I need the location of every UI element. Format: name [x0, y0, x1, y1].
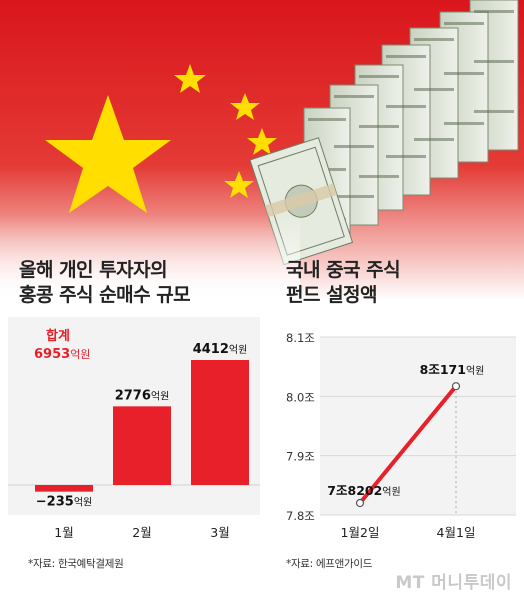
flag-small-star-icon: [174, 64, 206, 93]
flag-small-star-icon: [247, 128, 277, 155]
right-source-note: *자료: 에프앤가이드: [286, 558, 373, 570]
bar-total-value: 6953억원: [34, 347, 90, 362]
line-series: [358, 384, 458, 506]
line-point-2: [451, 382, 461, 391]
line-chart-background: [320, 337, 516, 515]
left-chart-title: 올해 개인 투자자의 홍콩 주식 순매수 규모: [19, 258, 191, 308]
bar-2: [113, 406, 171, 485]
bar-3: [191, 360, 249, 485]
right-title-line1: 국내 중국 주식: [286, 259, 401, 281]
line-ytick-label-2: 8.0조: [286, 390, 315, 404]
line-point-1: [355, 498, 365, 508]
brand-logo: MT 머니투데이: [395, 573, 512, 593]
right-chart-title: 국내 중국 주식 펀드 설정액: [286, 258, 401, 308]
bar-category-label-2: 2월: [132, 525, 151, 540]
line-ytick-label-1: 8.1조: [286, 331, 315, 345]
bar-total-label: 합계: [46, 328, 70, 344]
line-ytick-label-3: 7.9조: [286, 450, 315, 464]
flag-small-star-icon: [230, 93, 260, 120]
money-stacks: [249, 0, 519, 266]
flag-small-star-icon: [224, 171, 254, 198]
left-source-note: *자료: 한국예탁결제원: [28, 558, 124, 570]
bar-category-label-1: 1월: [54, 525, 73, 540]
flag-big-star-icon: [45, 95, 171, 213]
bar-value-label-2: 2776억원: [115, 388, 170, 403]
bar-value-label-1: −235억원: [36, 495, 92, 510]
bar-chart: −235억원 1월 2776억원 2월 4412억원 3월 합계 6953억원: [8, 317, 260, 540]
line-value-label-2: 8조171억원: [420, 362, 485, 377]
left-title-line2: 홍콩 주식 순매수 규모: [19, 284, 191, 306]
hero-illustration: [0, 0, 524, 300]
bar-category-label-3: 3월: [210, 525, 229, 540]
line-xtick-label-1: 1월2일: [341, 525, 380, 540]
left-title-line1: 올해 개인 투자자의: [19, 259, 168, 281]
bar-1: [35, 485, 93, 492]
bar-value-label-3: 4412억원: [193, 342, 248, 357]
line-value-label-1: 7조8202억원: [327, 483, 400, 498]
line-ytick-label-4: 7.8조: [286, 509, 315, 523]
line-xtick-label-2: 4월1일: [437, 525, 476, 540]
right-title-line2: 펀드 설정액: [286, 284, 378, 306]
line-chart: 8.1조 8.0조 7.9조 7.8조 7조8202억원 8조171억원 1월2일 4월1일: [286, 331, 516, 540]
